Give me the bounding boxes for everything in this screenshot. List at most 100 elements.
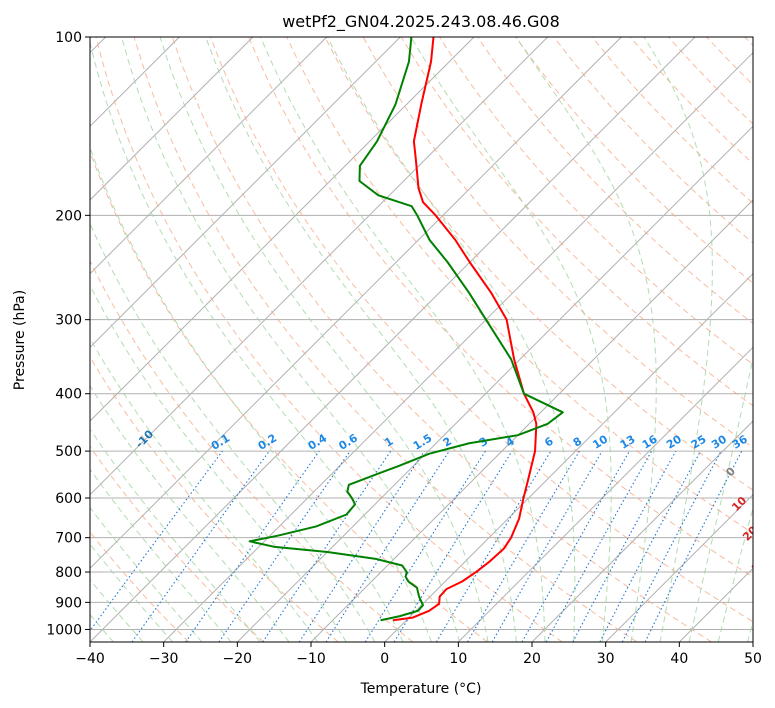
profile-lines: [248, 37, 564, 622]
moist-adiabat: [90, 40, 432, 642]
mixing-ratio-line: [262, 450, 392, 642]
mixing-ratio-label: 25: [689, 433, 709, 452]
mixing-ratio-label: 0.1: [209, 431, 232, 452]
mixing-ratio-label: 10: [590, 432, 610, 451]
dry-adiabat: [744, 37, 753, 47]
moist-adiabat: [515, 37, 657, 642]
mixing-ratio-line: [131, 450, 270, 642]
moist-adiabat: [90, 543, 173, 642]
dry-adiabat: [477, 37, 753, 325]
y-tick-label: 500: [55, 444, 82, 460]
isotherm-gridline: [90, 37, 696, 642]
isotherm-gridline: [457, 346, 753, 642]
isotherm-gridline: [310, 199, 753, 642]
dry-adiabat: [95, 37, 563, 642]
y-tick-label: 700: [55, 531, 82, 547]
dry-adiabat: [171, 37, 712, 642]
mixing-ratio-label: 20: [664, 432, 684, 451]
mixing-ratio-label: 36: [730, 432, 750, 451]
dry-adiabat-label: -10: [133, 427, 156, 450]
moist-adiabat: [90, 146, 404, 642]
moist-adiabat: [717, 506, 753, 642]
x-tick-label: 10: [449, 651, 467, 667]
isotherm-gridline: [531, 420, 753, 642]
moist-adiabat: [121, 37, 461, 642]
y-tick-label: 800: [55, 565, 82, 581]
moist-adiabat: [90, 284, 347, 642]
isotherm-gridline: [384, 272, 753, 642]
mixing-ratio-line: [644, 450, 743, 642]
plot-frame: [89, 36, 754, 643]
dry-adiabat: [248, 37, 753, 578]
x-tick-label: 20: [523, 651, 541, 667]
x-tick-label: −30: [149, 651, 179, 667]
mixing-ratio-line: [90, 450, 223, 632]
moist-adiabat: [90, 337, 319, 642]
isotherm-gridline: [752, 641, 753, 642]
x-axis: −40 −30 −20 −10 0 10 20 30 40 50: [75, 642, 762, 667]
moist-adiabat: [90, 468, 232, 642]
mixing-ratio-label: 6: [542, 434, 556, 449]
mixing-ratio-label: 30: [709, 432, 729, 451]
isotherm-gridline: [90, 37, 475, 422]
dry-adiabat: [90, 150, 488, 642]
moist-adiabat: [260, 37, 546, 642]
isotherm-gridline: [605, 493, 753, 642]
mixing-ratio-line: [521, 450, 630, 642]
x-tick-label: 0: [380, 651, 389, 667]
isotherm-gridline: [678, 567, 753, 642]
x-tick-label: 30: [597, 651, 615, 667]
mixing-ratio-line: [599, 450, 702, 642]
dry-adiabat: [210, 37, 753, 623]
y-tick-label: 400: [55, 387, 82, 403]
moist-adiabat: [90, 222, 376, 642]
mixing-ratio-line: [298, 450, 425, 642]
mixing-ratio-label: 1: [382, 435, 395, 450]
dry-adiabat: [591, 37, 753, 204]
isotherm-gridline: [90, 37, 401, 349]
x-axis-label: Temperature (°C): [360, 681, 482, 697]
background-lines: [90, 37, 753, 642]
mixing-ratio-label: 0.4: [306, 431, 330, 453]
y-tick-label: 300: [55, 313, 82, 329]
x-tick-label: 40: [670, 651, 688, 667]
dewpoint-profile-line: [248, 37, 564, 622]
moist-adiabat: [327, 37, 576, 642]
x-tick-label: 50: [744, 651, 762, 667]
temperature-profile-line: [392, 37, 538, 622]
chart-title: wetPf2_GN04.2025.243.08.46.G08: [282, 12, 560, 32]
isotherm-gridline: [163, 51, 753, 642]
x-tick-label: −40: [75, 651, 105, 667]
moist-adiabat: [90, 578, 144, 642]
isotherm-gridline: [90, 37, 254, 201]
mixing-ratio-label: 0.2: [256, 431, 279, 452]
mixing-ratio-label: 1.5: [411, 431, 434, 452]
moist-adiabat: [159, 37, 489, 642]
dry-adiabat: [706, 37, 753, 86]
moist-adiabat: [205, 37, 517, 642]
mixing-ratio-line: [185, 450, 320, 642]
moist-adiabat-label: 30: [749, 555, 769, 575]
dry-adiabat: [668, 37, 753, 125]
dry-adiabat: [90, 531, 190, 642]
y-tick-label: 1000: [46, 622, 82, 638]
y-axis-label: Pressure (hPa): [12, 290, 28, 390]
mixing-ratio-label: 16: [640, 432, 660, 451]
dry-adiabat: [90, 356, 339, 642]
isotherm-gridline: [90, 37, 549, 496]
x-tick-label: −20: [223, 651, 253, 667]
moist-adiabat: [90, 428, 261, 642]
dry-adiabat-label: -30: [0, 365, 2, 388]
y-axis: 100 200 300 400 500 600 700 800 900 1000: [46, 30, 90, 638]
dry-adiabat: [133, 37, 638, 642]
mixing-ratio-label: 13: [618, 433, 638, 452]
isotherm-gridline: [90, 37, 622, 570]
background-labels: 0.10.20.40.611.52346810131620253036-100-…: [0, 365, 769, 575]
y-tick-label: 900: [55, 595, 82, 611]
y-tick-label: 600: [55, 491, 82, 507]
mixing-ratio-line: [435, 450, 552, 642]
y-tick-label: 200: [55, 208, 82, 224]
isotherm-gridline: [90, 37, 328, 275]
dry-adiabat: [515, 37, 753, 284]
